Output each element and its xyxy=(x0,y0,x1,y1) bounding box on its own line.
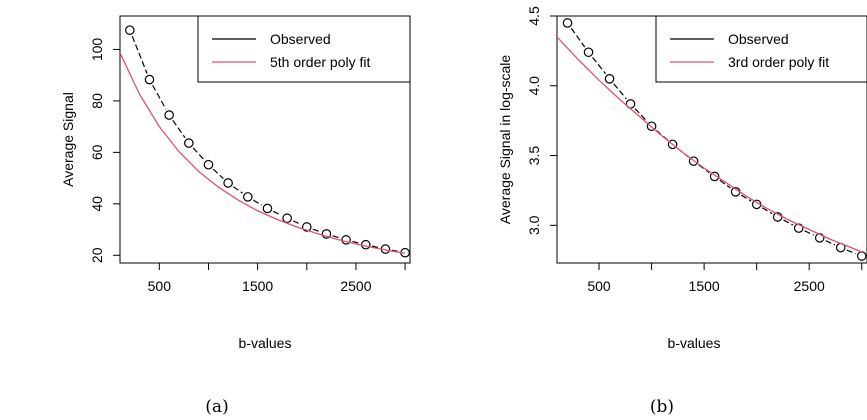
series-line-observed xyxy=(613,83,627,100)
series-line-observed xyxy=(761,207,773,215)
y-tick-label: 3.5 xyxy=(526,146,542,166)
series-line-observed xyxy=(825,240,836,246)
panel-b: 500 1500 2500 3.0 3.5 4.0 4.5 b-values Average S… xyxy=(497,6,867,417)
data-point xyxy=(184,138,194,148)
legend-box xyxy=(655,15,867,83)
series-line-observed xyxy=(592,57,606,75)
data-point xyxy=(667,139,678,150)
panel-a: 500 1500 2500 20 40 60 80 100 b-values Average Si… xyxy=(60,15,411,417)
data-point xyxy=(203,159,214,170)
data-point xyxy=(164,110,174,120)
y-axis-label: Average Signal xyxy=(60,92,76,187)
series-line-observed xyxy=(783,219,794,226)
x-tick-label: 500 xyxy=(148,278,172,294)
series-line-observed xyxy=(292,220,302,225)
panel-caption: (a) xyxy=(205,397,228,417)
data-point xyxy=(709,171,720,182)
y-tick-label: 40 xyxy=(89,196,105,212)
series-line-observed xyxy=(172,120,186,139)
series-line-observed xyxy=(273,210,282,216)
plot-area xyxy=(120,25,410,258)
series-line-observed xyxy=(152,84,167,110)
data-point xyxy=(646,121,657,132)
data-point xyxy=(604,73,615,84)
data-point xyxy=(321,229,332,239)
y-tick-label: 60 xyxy=(89,144,105,160)
series-line-observed xyxy=(740,194,752,202)
series-line-observed xyxy=(233,186,243,194)
series-line-observed xyxy=(253,199,263,206)
legend-label: 5th order poly fit xyxy=(270,54,370,70)
series-line-observed xyxy=(846,249,856,255)
data-point xyxy=(242,192,253,202)
series-line-observed xyxy=(719,179,731,189)
series-line-observed xyxy=(212,168,224,179)
y-tick-label: 3.0 xyxy=(526,215,542,235)
series-line-fit xyxy=(120,52,406,254)
data-point xyxy=(360,239,371,250)
x-tick-label: 1500 xyxy=(689,278,720,294)
series-line-observed xyxy=(192,147,205,161)
series-line-observed xyxy=(371,245,380,249)
series-line-observed xyxy=(131,35,148,74)
series-line-observed xyxy=(352,240,360,244)
legend-label: 3rd order poly fit xyxy=(728,54,829,70)
series-line-observed xyxy=(634,108,648,122)
x-axis-label: b-values xyxy=(239,335,292,351)
y-tick-label: 4.5 xyxy=(526,6,542,26)
y-tick-label: 80 xyxy=(89,93,105,109)
series-line-observed xyxy=(391,249,399,253)
y-tick-label: 100 xyxy=(89,38,105,62)
data-point xyxy=(223,178,233,188)
data-point xyxy=(856,251,867,261)
x-tick-label: 2500 xyxy=(794,278,825,294)
plot-area xyxy=(557,18,867,261)
data-point xyxy=(125,25,135,35)
x-axis-label: b-values xyxy=(668,335,721,351)
series-line-observed xyxy=(332,235,341,239)
data-point xyxy=(562,18,573,28)
data-point xyxy=(144,74,155,85)
panel-caption: (b) xyxy=(650,397,674,417)
y-tick-label: 20 xyxy=(89,247,105,263)
data-point xyxy=(583,47,594,58)
x-tick-label: 1500 xyxy=(242,278,273,294)
x-tick-label: 500 xyxy=(587,278,611,294)
data-point xyxy=(688,156,699,166)
series-line-observed xyxy=(312,228,321,233)
x-tick-label: 2500 xyxy=(340,278,371,294)
y-axis-label: Average Signal in log-scale xyxy=(497,55,513,225)
legend-box xyxy=(197,15,411,83)
legend-label: Observed xyxy=(728,31,789,47)
data-point xyxy=(301,222,312,232)
series-line-observed xyxy=(804,230,815,236)
legend-label: Observed xyxy=(270,31,331,47)
series-line-observed xyxy=(570,27,586,48)
data-point xyxy=(262,203,273,214)
data-point xyxy=(282,213,292,224)
y-tick-label: 4.0 xyxy=(526,76,542,96)
series-line-fit xyxy=(557,36,862,253)
